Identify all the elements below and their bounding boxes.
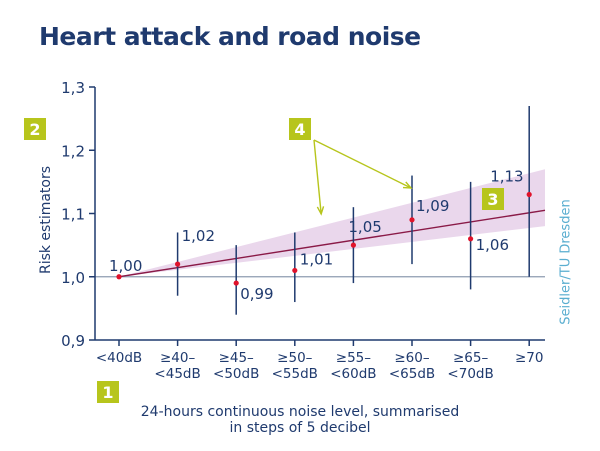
x-tick-label: ≥50– <55dB <box>272 350 318 382</box>
y-tick-label: 0,9 <box>61 332 85 350</box>
annotation-arrow-head <box>402 181 413 189</box>
data-point <box>233 280 239 286</box>
data-label: 1,02 <box>182 227 215 245</box>
x-tick-label: ≥55– <60dB <box>330 350 376 382</box>
data-label: 1,05 <box>348 218 381 236</box>
x-axis-label-line2: in steps of 5 decibel <box>229 420 371 436</box>
y-tick-label: 1,1 <box>61 206 85 224</box>
data-label: 1,01 <box>300 250 333 268</box>
x-tick-label: ≥60– <65dB <box>389 350 435 382</box>
x-tick-label: ≥70 <box>515 350 544 366</box>
x-tick-label: ≥45– <50dB <box>213 350 259 382</box>
badge-1: 1 <box>97 381 119 403</box>
data-point <box>468 236 474 242</box>
x-tick-label: ≥65– <70dB <box>447 350 493 382</box>
data-label: 0,99 <box>240 285 273 303</box>
chart-title: Heart attack and road noise <box>39 22 421 51</box>
data-point <box>116 274 122 280</box>
trend-line <box>118 209 546 278</box>
data-point <box>175 261 181 267</box>
data-point <box>409 217 415 223</box>
source-credit: Seidler/TU Dresden <box>558 199 574 325</box>
y-axis-label: Risk estimators <box>38 165 54 275</box>
badge-4: 4 <box>289 118 311 140</box>
y-tick-label: 1,3 <box>61 79 85 97</box>
y-tick-label: 1,0 <box>61 269 85 287</box>
trend-confidence-band <box>119 169 545 277</box>
data-point <box>350 242 356 248</box>
badge-2: 2 <box>24 118 46 140</box>
annotation-arrow-line <box>313 139 322 215</box>
annotation-arrow-head <box>316 206 325 216</box>
x-axis-label: 24-hours continuous noise level, summari… <box>120 404 480 436</box>
y-tick-label: 1,2 <box>61 142 85 160</box>
data-label: 1,00 <box>109 257 142 275</box>
x-axis-label-line1: 24-hours continuous noise level, summari… <box>140 404 460 420</box>
data-label: 1,09 <box>416 197 449 215</box>
data-point <box>292 267 298 274</box>
x-tick-label: ≥40– <45dB <box>154 350 200 382</box>
badge-3: 3 <box>482 188 504 210</box>
annotation-arrow-line <box>313 139 412 189</box>
x-tick-label: <40dB <box>96 350 142 366</box>
data-point <box>526 191 532 198</box>
data-label: 1,13 <box>490 168 523 186</box>
data-label: 1,06 <box>476 236 509 254</box>
